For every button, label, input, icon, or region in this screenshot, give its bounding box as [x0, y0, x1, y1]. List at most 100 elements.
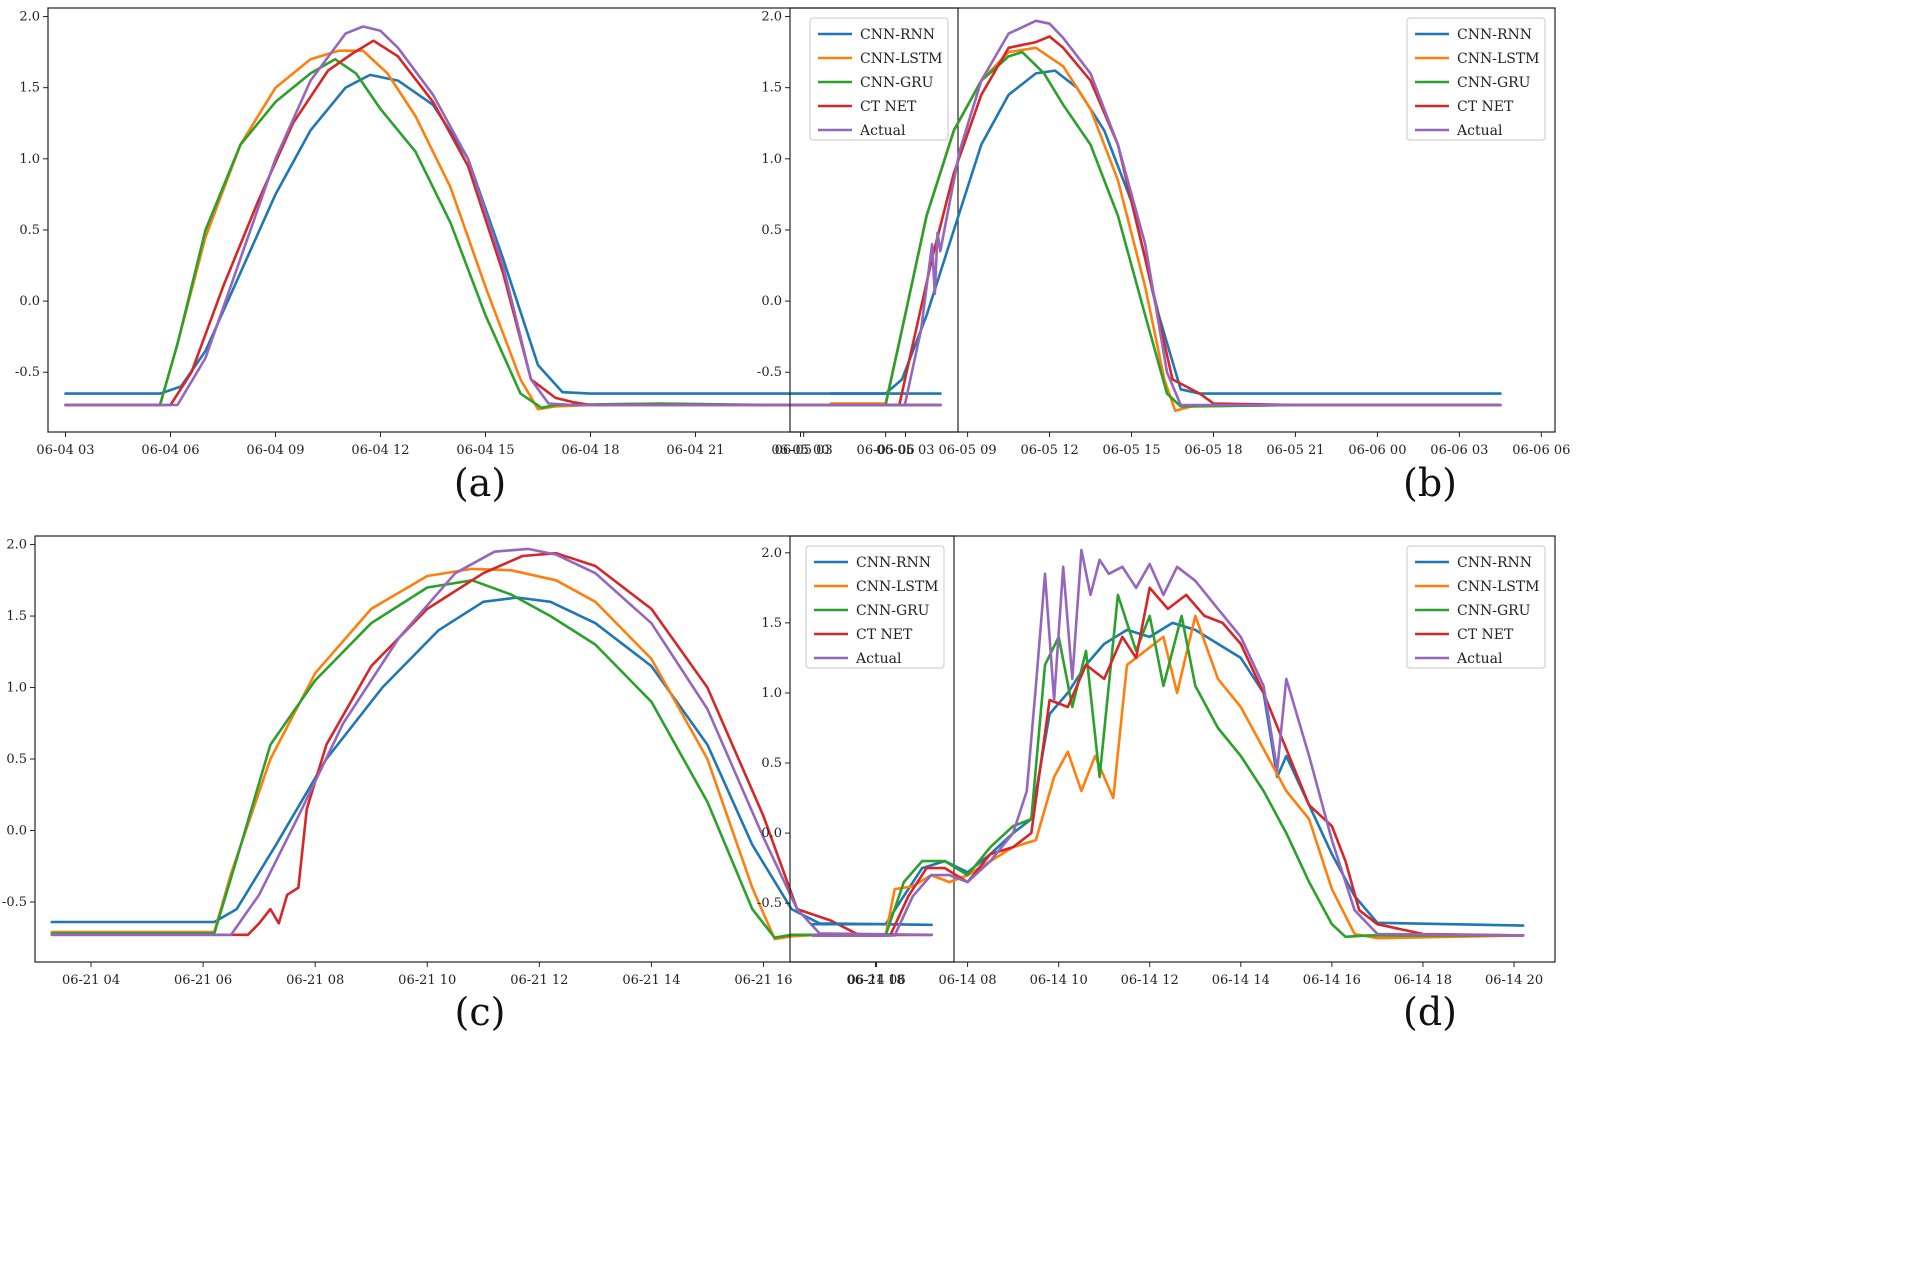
x-tick-label: 06-14 14 — [1212, 973, 1270, 988]
series-line-cnn-lstm — [811, 614, 1525, 940]
y-tick-label: 1.5 — [761, 81, 782, 96]
series-line-ct-net — [50, 551, 933, 937]
y-tick-label: 1.0 — [19, 152, 40, 167]
legend-entry-actual: Actual — [859, 123, 906, 139]
y-tick-label: -0.5 — [757, 896, 782, 911]
legend-entry-cnn-gru: CNN-GRU — [1457, 75, 1531, 91]
legend-entry-actual: Actual — [855, 651, 902, 667]
y-tick-label: 2.0 — [19, 10, 40, 25]
y-tick-label: -0.5 — [2, 895, 27, 910]
series-line-ct-net — [64, 39, 942, 407]
legend-entry-cnn-lstm: CNN-LSTM — [1457, 579, 1540, 595]
x-tick-label: 06-21 18 — [846, 973, 904, 988]
x-tick-label: 06-21 04 — [62, 973, 120, 988]
panel-caption: (d) — [1403, 990, 1457, 1034]
y-tick-label: 0.5 — [761, 756, 782, 771]
x-tick-label: 06-21 10 — [398, 973, 456, 988]
legend: CNN-RNN CNN-LSTM CNN-GRU CT NET Actual — [1406, 17, 1546, 141]
y-tick-label: 2.0 — [761, 10, 782, 25]
y-tick-label: 0.0 — [6, 823, 27, 838]
legend-entry-cnn-rnn: CNN-RNN — [1457, 27, 1532, 43]
legend-box — [1406, 17, 1546, 141]
x-tick-label: 06-14 06 — [847, 973, 905, 988]
x-tick-label: 06-05 21 — [1266, 443, 1324, 458]
legend-box — [805, 545, 945, 669]
legend: CNN-RNN CNN-LSTM CNN-GRU CT NET Actual — [805, 545, 945, 669]
legend-entry-actual: Actual — [1456, 651, 1503, 667]
panel-a: -0.5 0.0 0.5 1.0 1.5 2.0 06-04 03 06-04 06 06-04… — [15, 7, 959, 505]
legend-entry-cnn-rnn: CNN-RNN — [856, 555, 931, 571]
x-tick-label: 06-14 08 — [939, 973, 997, 988]
y-tick-label: -0.5 — [757, 365, 782, 380]
legend: CNN-RNN CNN-LSTM CNN-GRU CT NET Actual — [809, 17, 949, 141]
x-tick-label: 06-06 00 — [1348, 443, 1406, 458]
series-line-cnn-gru — [811, 593, 1525, 939]
x-tick-label: 06-04 12 — [351, 443, 409, 458]
series-line-cnn-gru — [50, 578, 933, 940]
series-line-cnn-lstm — [50, 567, 933, 941]
legend-entry-cnn-gru: CNN-GRU — [860, 75, 934, 91]
y-tick-label: 1.0 — [761, 686, 782, 701]
x-tick-label: 06-04 21 — [666, 443, 724, 458]
y-tick-label: 1.5 — [761, 616, 782, 631]
legend-entry-cnn-gru: CNN-GRU — [856, 603, 930, 619]
x-tick-label: 06-04 03 — [36, 443, 94, 458]
legend-entry-cnn-lstm: CNN-LSTM — [856, 579, 939, 595]
legend-entry-cnn-rnn: CNN-RNN — [860, 27, 935, 43]
x-tick-label: 06-05 18 — [1184, 443, 1242, 458]
plot-area-frame — [34, 535, 955, 963]
y-tick-label: 0.5 — [761, 223, 782, 238]
panel-b: -0.50.00.51.01.52.006-05 03 06-05 06 06-05… — [757, 7, 1570, 505]
x-tick-label: 06-04 18 — [561, 443, 619, 458]
x-tick-label: 06-06 06 — [1512, 443, 1570, 458]
panel-caption: (b) — [1403, 461, 1457, 505]
series-line-cnn-rnn — [64, 73, 942, 395]
x-tick-label: 06-14 18 — [1394, 973, 1452, 988]
series-line-actual — [50, 547, 933, 937]
x-tick-label: 06-05 03 — [775, 443, 833, 458]
y-tick-label: 1.5 — [19, 81, 40, 96]
legend-box — [809, 17, 949, 141]
y-tick-label: 0.5 — [6, 752, 27, 767]
legend-box — [1406, 545, 1546, 669]
x-tick-label: 06-05 00 — [771, 443, 829, 458]
x-tick-label: 06-06 03 — [1430, 443, 1488, 458]
legend-entry-cnn-lstm: CNN-LSTM — [1457, 51, 1540, 67]
y-tick-label: 0.0 — [761, 294, 782, 309]
x-tick-label: 06-05 03 — [876, 443, 934, 458]
x-tick-label: 06-05 15 — [1102, 443, 1160, 458]
x-tick-label: 06-21 12 — [510, 973, 568, 988]
x-tick-label: 06-21 14 — [622, 973, 680, 988]
y-tick-label: 0.0 — [19, 294, 40, 309]
legend-entry-ct-net: CT NET — [1457, 627, 1514, 643]
panel-d: -0.5 0.0 0.5 1.0 1.5 2.0 06-14 06 06-14 08 06-14… — [757, 535, 1556, 1034]
plot-area-frame — [789, 7, 1556, 433]
series-line-actual — [829, 19, 1502, 407]
x-tick-label: 06-05 09 — [939, 443, 997, 458]
series-line-actual — [811, 548, 1525, 937]
y-tick-label: 1.0 — [761, 152, 782, 167]
legend: CNN-RNN CNN-LSTM CNN-GRU CT NET Actual — [1406, 545, 1546, 669]
series-line-cnn-rnn — [50, 596, 933, 927]
x-tick-label: 06-14 10 — [1030, 973, 1088, 988]
x-tick-label: 06-21 08 — [286, 973, 344, 988]
series-line-actual — [64, 25, 942, 407]
y-tick-label: 1.0 — [6, 681, 27, 696]
x-tick-label: 06-04 15 — [456, 443, 514, 458]
panel-c: -0.5 0.0 0.5 1.0 1.5 2.0 06-21 04 06-21 06 06-21… — [2, 535, 955, 1034]
y-tick-label: 2.0 — [6, 538, 27, 553]
legend-entry-cnn-gru: CNN-GRU — [1457, 603, 1531, 619]
y-tick-label: 2.0 — [761, 546, 782, 561]
legend-entry-cnn-rnn: CNN-RNN — [1457, 555, 1532, 571]
y-tick-label: 0.5 — [19, 223, 40, 238]
x-tick-label: 06-21 16 — [734, 973, 792, 988]
x-tick-label: 06-14 12 — [1121, 973, 1179, 988]
x-tick-label: 06-04 06 — [141, 443, 199, 458]
y-tick-label: -0.5 — [15, 365, 40, 380]
plot-area-frame — [789, 535, 1556, 963]
x-tick-label: 06-14 20 — [1485, 973, 1543, 988]
x-tick-label: 06-05 06 — [857, 443, 915, 458]
x-tick-label: 06-21 06 — [174, 973, 232, 988]
y-tick-label: 1.5 — [6, 609, 27, 624]
